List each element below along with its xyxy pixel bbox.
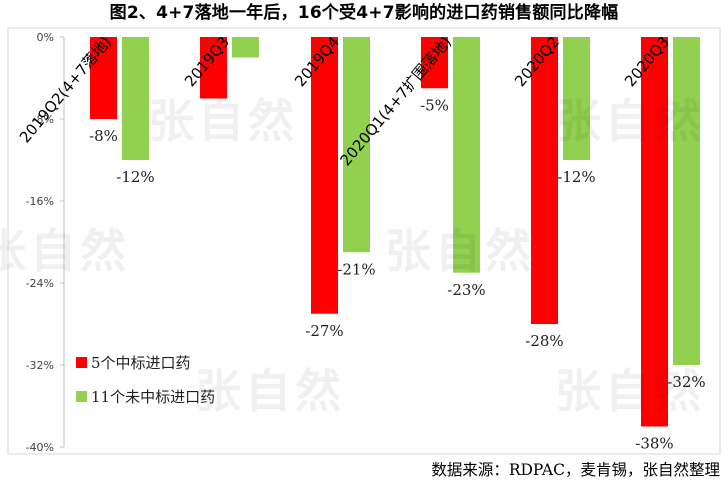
bar-series2 [232, 37, 259, 58]
bar-series1 [90, 37, 117, 119]
data-label: -8% [89, 127, 118, 145]
data-label: -12% [116, 168, 154, 186]
bar-series2 [563, 37, 590, 160]
bar-series2 [453, 37, 480, 273]
plot-frame [7, 27, 721, 455]
y-axis: 0% -8% -16% -24% -32% -40% [26, 31, 65, 454]
data-labels: -8% -27% -5% -28% -38% -12% -21% -23% -12% -32% [89, 96, 706, 452]
bar-series2 [343, 37, 370, 253]
data-label: -5% [420, 96, 449, 114]
legend-swatch-red [76, 357, 87, 368]
data-label: -32% [667, 373, 705, 391]
y-tick-label: -8% [33, 113, 54, 126]
legend-item-series2: 11个未中标进口药 [76, 386, 215, 407]
y-tick-label: -40% [26, 441, 54, 454]
bars [90, 37, 700, 427]
bar-series1 [421, 37, 448, 89]
data-label: -12% [557, 168, 595, 186]
data-label: -21% [337, 260, 375, 278]
data-label: -28% [525, 332, 563, 350]
legend-item-series1: 5个中标进口药 [76, 352, 191, 373]
data-label: -23% [447, 281, 485, 299]
bar-series1 [641, 37, 668, 427]
y-tick-label: -16% [26, 195, 54, 208]
bar-series1 [200, 37, 227, 99]
legend-swatch-green [76, 391, 87, 402]
y-tick-label: 0% [37, 31, 54, 44]
source-note: 数据来源：RDPAC，麦肯锡，张自然整理 [431, 461, 720, 479]
y-tick-label: -24% [26, 277, 54, 290]
legend-label: 5个中标进口药 [91, 354, 191, 372]
data-label: -38% [635, 435, 673, 453]
bar-series1 [531, 37, 558, 324]
bar-series2 [122, 37, 149, 160]
data-label: -27% [305, 322, 343, 340]
legend-label: 11个未中标进口药 [91, 388, 216, 406]
y-tick-label: -32% [26, 359, 54, 372]
bar-series2 [673, 37, 700, 365]
bar-series1 [311, 37, 338, 314]
chart-title: 图2、4+7落地一年后，16个受4+7影响的进口药销售额同比降幅 [109, 3, 619, 23]
